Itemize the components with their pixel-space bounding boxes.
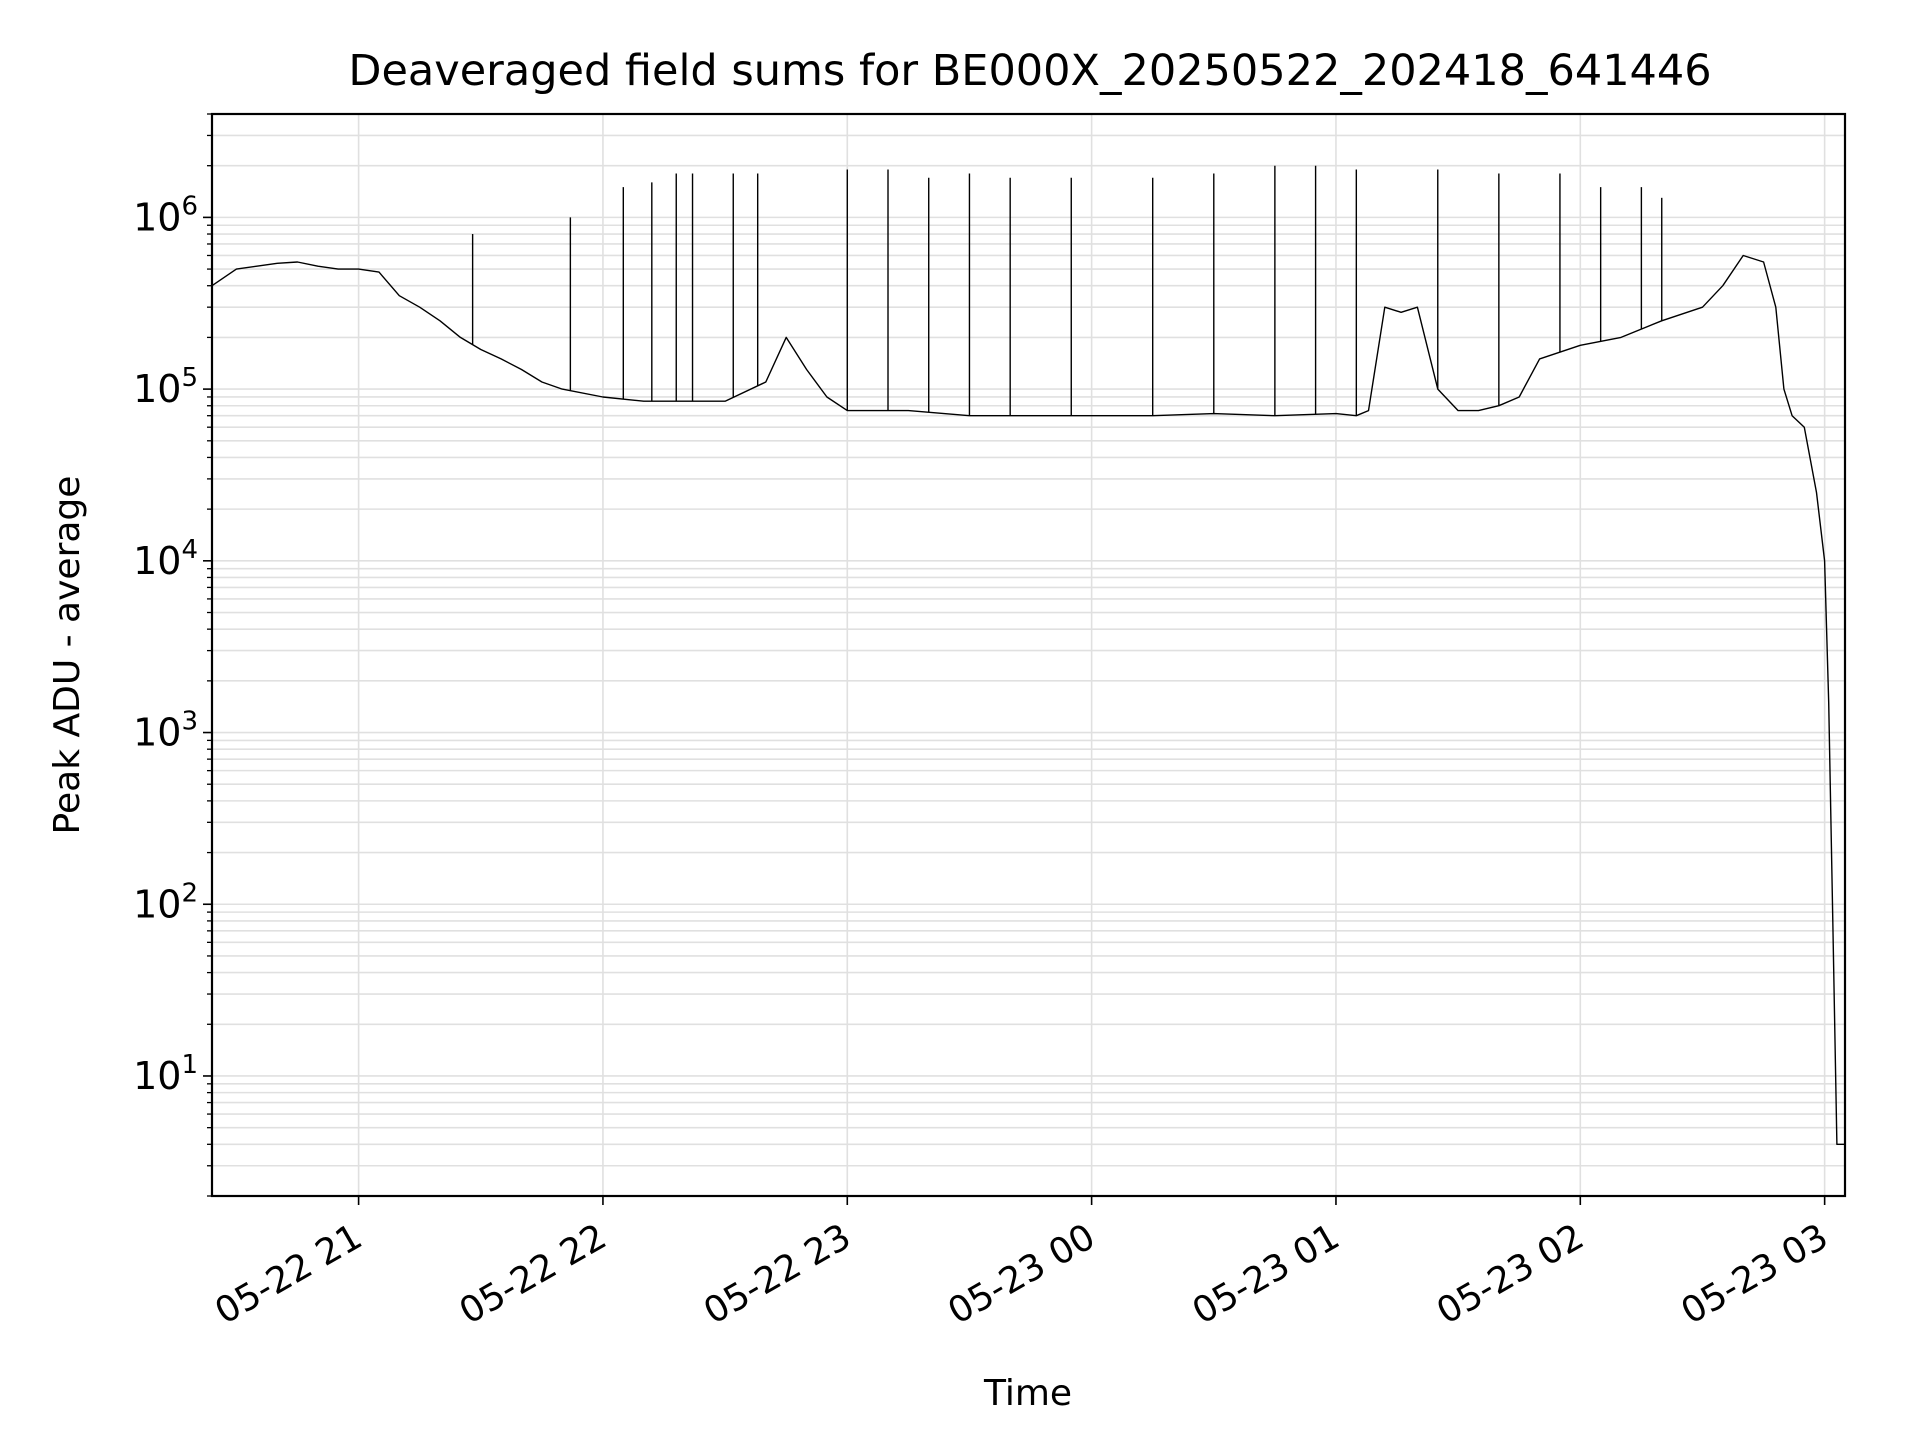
chart-title: Deaveraged field sums for BE000X_2025052… bbox=[348, 46, 1711, 96]
x-tick-label: 05-23 02 bbox=[1430, 1216, 1591, 1332]
y-axis-label: Peak ADU - average bbox=[47, 476, 88, 835]
y-tick-label: 101 bbox=[133, 1050, 198, 1098]
x-tick-label: 05-23 01 bbox=[1186, 1216, 1347, 1332]
y-tick-label: 102 bbox=[133, 878, 198, 926]
y-tick-label: 105 bbox=[133, 363, 198, 411]
x-tick-label: 05-23 00 bbox=[941, 1216, 1102, 1332]
x-tick-label: 05-22 23 bbox=[697, 1216, 858, 1332]
series-line bbox=[211, 254, 1845, 1145]
y-tick-label: 106 bbox=[133, 191, 198, 239]
x-tick-label: 05-23 03 bbox=[1674, 1216, 1835, 1332]
grid bbox=[212, 113, 1845, 1197]
x-tick-label: 05-22 22 bbox=[453, 1216, 614, 1332]
y-tick-label: 104 bbox=[133, 535, 198, 583]
x-axis-label: Time bbox=[983, 1373, 1072, 1414]
plot-frame bbox=[210, 112, 1847, 1198]
y-tick-label: 103 bbox=[133, 707, 198, 755]
x-tick-label: 05-22 21 bbox=[208, 1216, 369, 1332]
plot-area bbox=[211, 165, 1845, 1145]
